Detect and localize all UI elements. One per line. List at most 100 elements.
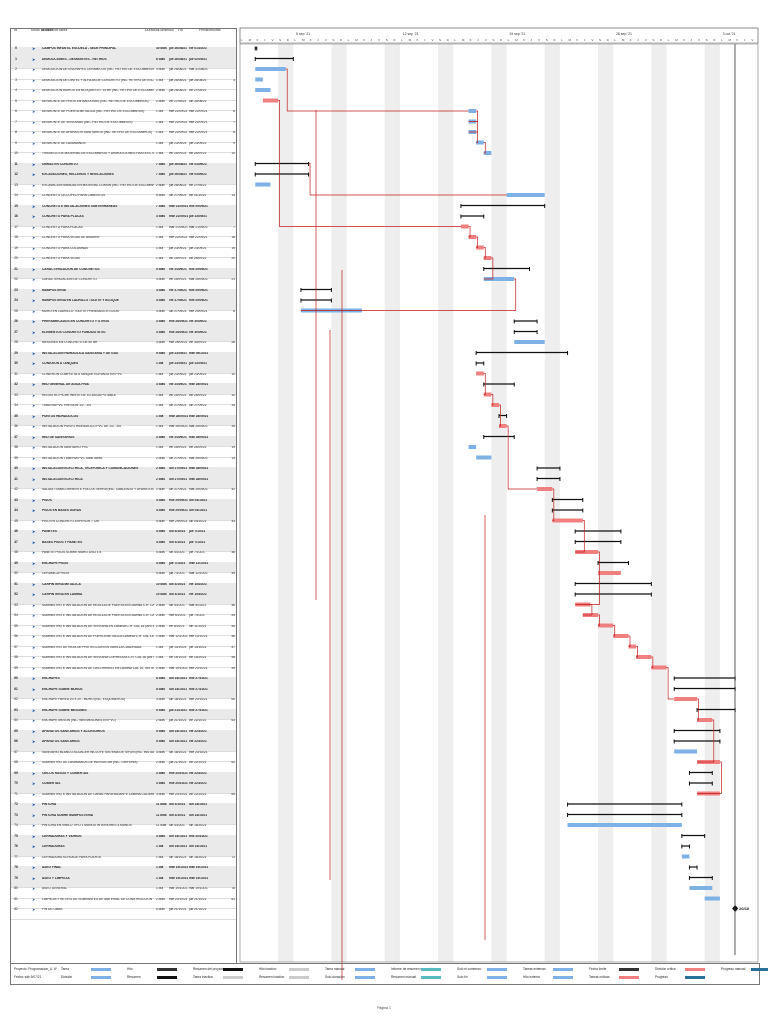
table-row[interactable]: 56 ➤ SUMINISTRO E INSTALACIÓN DE PUERTA ME…: [11, 634, 236, 647]
task-predecessors: 43: [231, 519, 235, 523]
table-row[interactable]: 17 ➤ CONCRETO PARA PLACAS 1 día mar 21/09/21…: [11, 225, 236, 237]
task-mode-icon: ➤: [32, 686, 36, 692]
task-name: TRASIEGO DE MATERIAL DE ESCOMBROS Y DEMO…: [42, 152, 154, 155]
table-row[interactable]: 55 ➤ SUMINISTRO E INSTALACIÓN DE VENTANA E…: [11, 624, 236, 636]
task-start: lun 18/10/21: [169, 750, 187, 754]
table-row[interactable]: 24 ➤ MAMPOSTERIA EN LADRILLO TOLETE Y BLOQ…: [11, 298, 236, 311]
table-row[interactable]: 70 ➤ CUBIERTAS 3 días mié 20/10/21 vie 22/10/…: [11, 781, 236, 794]
task-start: lun 18/10/21: [169, 845, 188, 848]
table-row[interactable]: 52 ➤ CARPINTERIA EN LAMINA 10 días lun 4/10/…: [11, 592, 236, 605]
dependency-link: [628, 635, 631, 647]
col-duration[interactable]: Duración: [145, 28, 160, 32]
table-row[interactable]: 18 ➤ CONCRETO PARA VIGAS DE AMARRE 1 día mié…: [11, 235, 236, 248]
table-row[interactable]: 54 ➤ SUMINISTRO E INSTALACIÓN DE REJILLA D…: [11, 613, 236, 626]
row-id: 4: [15, 88, 17, 92]
table-row[interactable]: 79 ➤ ASEO Y LIMPIEZA 1 día mar 19/10/21 mar 1…: [11, 876, 236, 888]
table-row[interactable]: 44 ➤ PISOS EN BASES DURAS 4 días mié 29/09/2…: [11, 508, 236, 521]
table-row[interactable]: 5 ➤ DESMONTE DE PISOS EN BALDOSAS (INC. RE…: [11, 98, 236, 111]
row-id: 45: [14, 518, 18, 523]
table-row[interactable]: 3 ➤ DEMOLICIÓN DE DINTEL Y ALFAJÍA DE CONC…: [11, 78, 236, 90]
table-row[interactable]: 58 ➤ SUMINISTRO E INSTALACIÓN DE VENTANA C…: [11, 655, 236, 668]
day-label: X: [576, 38, 578, 42]
table-row[interactable]: 32 ➤ RED GENERAL DE AGUA FRIA 3 días vie 24/…: [11, 382, 236, 395]
table-row[interactable]: 27 ➤ ELEMENTOS CONCRETO FUNDIDO SITIO 3 día…: [11, 330, 236, 342]
task-name: SANITARIO BLANCO ACUACER INCLUYE SISTEMA…: [42, 750, 154, 754]
task-finish: mié 20/10/21: [189, 666, 208, 670]
day-label: D: [660, 38, 663, 42]
task-name: SUMINISTRO E INSTALACIÓN DE REJILLA DE P…: [42, 603, 154, 607]
legend-item-label: Progreso: [655, 975, 668, 979]
col-name[interactable]: Nombre de tarea: [41, 28, 68, 32]
dependency-link: [697, 698, 699, 721]
table-row[interactable]: 33 ➤ REGISTRO PICHE WHITE DE 1/2 AGUA POTA…: [11, 392, 236, 405]
task-name: CARPINTERIA METALICA: [42, 582, 81, 586]
col-start[interactable]: Comienzo: [158, 28, 174, 32]
col-finish[interactable]: Fin: [178, 28, 183, 32]
task-mode-icon: ➤: [32, 214, 36, 219]
table-row[interactable]: 21 ➤ CARACTERIZACIÓN DE CONCRETOS 5 días vie…: [11, 267, 236, 279]
table-row[interactable]: 12 ➤ EXCAVACIONES, RELLENOS Y NIVELACIONES…: [11, 172, 236, 185]
table-row[interactable]: 13 ➤ EXCAVACIÓN MANUAL EN MATERIAL COMÚN (…: [11, 182, 236, 195]
task-mode-icon: ➤: [32, 392, 36, 398]
task-name: INSTALACIÓN ELÉCTRICA: [42, 477, 83, 481]
row-id: 65: [14, 728, 18, 733]
table-row[interactable]: 49 ➤ ENCHAPE PISOS 4 días jue 7/10/21 mar 12/…: [11, 561, 236, 573]
table-row[interactable]: 73 ➤ PINTURA SOBRE MAMPOSTERIA 11 días lun 4…: [11, 813, 236, 825]
table-row[interactable]: 16 ➤ CONCRETO PARA PLACAS 3 días mar 21/09/2…: [11, 214, 236, 227]
table-row[interactable]: 47 ➤ BASES PISOS Y PAÑETES 4 días lun 4/10/2…: [11, 539, 236, 552]
task-mode-icon: ➤: [32, 256, 36, 261]
dependency-link: [666, 667, 675, 700]
task-duration: 1 día: [156, 257, 164, 260]
task-start: vie 24/09/21: [169, 257, 187, 260]
task-start: lun 18/10/21: [169, 698, 187, 701]
task-duration: 2 días: [156, 467, 166, 470]
table-row[interactable]: 19 ➤ CONCRETO PARA COLUMNAS 1 día jue 23/09/…: [11, 246, 236, 258]
task-mode-icon: ➤: [32, 203, 36, 209]
col-id[interactable]: Id: [14, 28, 17, 32]
task-mode-icon: ➤: [32, 182, 36, 188]
row-id: 47: [14, 539, 18, 544]
table-row[interactable]: 37 ➤ RED DE SANITARIOS 3 días vie 24/09/21 ma…: [11, 435, 236, 447]
table-row[interactable]: 61 ➤ ENCHAPE SOBRE MUROS 8 días lun 18/10/21…: [11, 686, 236, 699]
day-label: D: [447, 38, 450, 42]
task-mode-icon: ➤: [32, 277, 36, 282]
col-prev[interactable]: Predecesoras: [199, 28, 221, 32]
table-row[interactable]: 8 ➤ DESMONTE DE APARATOS SANITARIOS (INC. …: [11, 130, 236, 143]
task-duration: 4 días: [156, 561, 166, 565]
table-row[interactable]: 30 ➤ CONEXIÓN A TANQUES 1 día jue 23/09/21 ju…: [11, 361, 236, 374]
row-id: 78: [14, 865, 18, 869]
table-row[interactable]: 63 ➤ ENCHAPE SOBRE MESONES 5 días jue 21/10/…: [11, 708, 236, 720]
table-row[interactable]: 57 ➤ SUMINISTRO DE REJA DE PROTECCIÓN EN V…: [11, 645, 236, 657]
task-name: CONCRETO PARA PLACAS: [42, 215, 84, 218]
task-mode-icon: ➤: [32, 235, 36, 240]
task-name: PINTURA SOBRE MAMPOSTERIA: [42, 813, 94, 817]
row-id: 5: [15, 98, 17, 103]
table-row[interactable]: 9 ➤ DESMONTE DE LAVAMANOS 1 día jue 23/09/21…: [11, 141, 236, 153]
table-row[interactable]: 6 ➤ DESMONTE DE PUERTA METALICA (INC. RETI…: [11, 109, 236, 122]
dependency-link: [468, 121, 478, 133]
task-start: jue 21/10/21: [169, 908, 187, 911]
table-row[interactable]: 4 ➤ DEMOLICIÓN MUROS EN BLOQUES E= 15 cm (…: [11, 88, 236, 101]
table-row[interactable]: 35 ➤ PUNTOS HIDRÁULICOS 1 día mar 28/09/21 ma…: [11, 414, 236, 426]
table-row[interactable]: 82 ➤ FIN DE OBRA 0 días jue 21/10/21 jue 21/1…: [11, 907, 236, 920]
critical-task-bar: [651, 665, 667, 670]
table-row[interactable]: 66 ➤ APARATOS SANITARIOS 5 días lun 18/10/21…: [11, 739, 236, 752]
table-row[interactable]: 1 ➤ DEMOLICIONES - DESMONTES - RETIROS 6 dí…: [11, 57, 236, 69]
table-row[interactable]: 76 ➤ CERRADURAS 1 día lun 18/10/21 lun 18/10/…: [11, 844, 236, 857]
period-label: 3 oct '21: [723, 32, 736, 36]
task-start: vie 24/09/21: [169, 383, 187, 386]
task-mode-icon: ➤: [32, 424, 36, 429]
table-row[interactable]: 2 ➤ DEMOLICIÓN DE ENCHAPES CERÁMICOS (INC.…: [11, 67, 236, 80]
table-row[interactable]: 67 ➤ SANITARIO BLANCO ACUACER INCLUYE SIST…: [11, 750, 236, 762]
day-label: L: [241, 38, 243, 42]
table-row[interactable]: 38 ➤ INSTALACIÓN SANITARIO PVC 1 día vie 24/…: [11, 445, 236, 458]
col-mode[interactable]: Modo de tarea: [31, 28, 54, 32]
table-row[interactable]: 81 ➤ LIMPIEZA Y RETIRO DE SOBRANTES DE MAT…: [11, 897, 236, 909]
row-id: 11: [14, 161, 18, 166]
table-row[interactable]: 41 ➤ INSTALACIÓN ELÉCTRICA 2 días lun 27/09/…: [11, 477, 236, 489]
legend-swatch: [355, 968, 375, 971]
table-row[interactable]: 7 ➤ DESMONTE DE VENTANAS (INC. RETIRO DE E…: [11, 120, 236, 132]
task-duration: 3 días: [156, 330, 166, 334]
table-row[interactable]: 53 ➤ SUMINISTRO E INSTALACIÓN DE REJILLA D…: [11, 603, 236, 615]
table-row[interactable]: 80 ➤ ASEO GENERAL 1 día mar 19/10/21 mar 19/1…: [11, 886, 236, 899]
